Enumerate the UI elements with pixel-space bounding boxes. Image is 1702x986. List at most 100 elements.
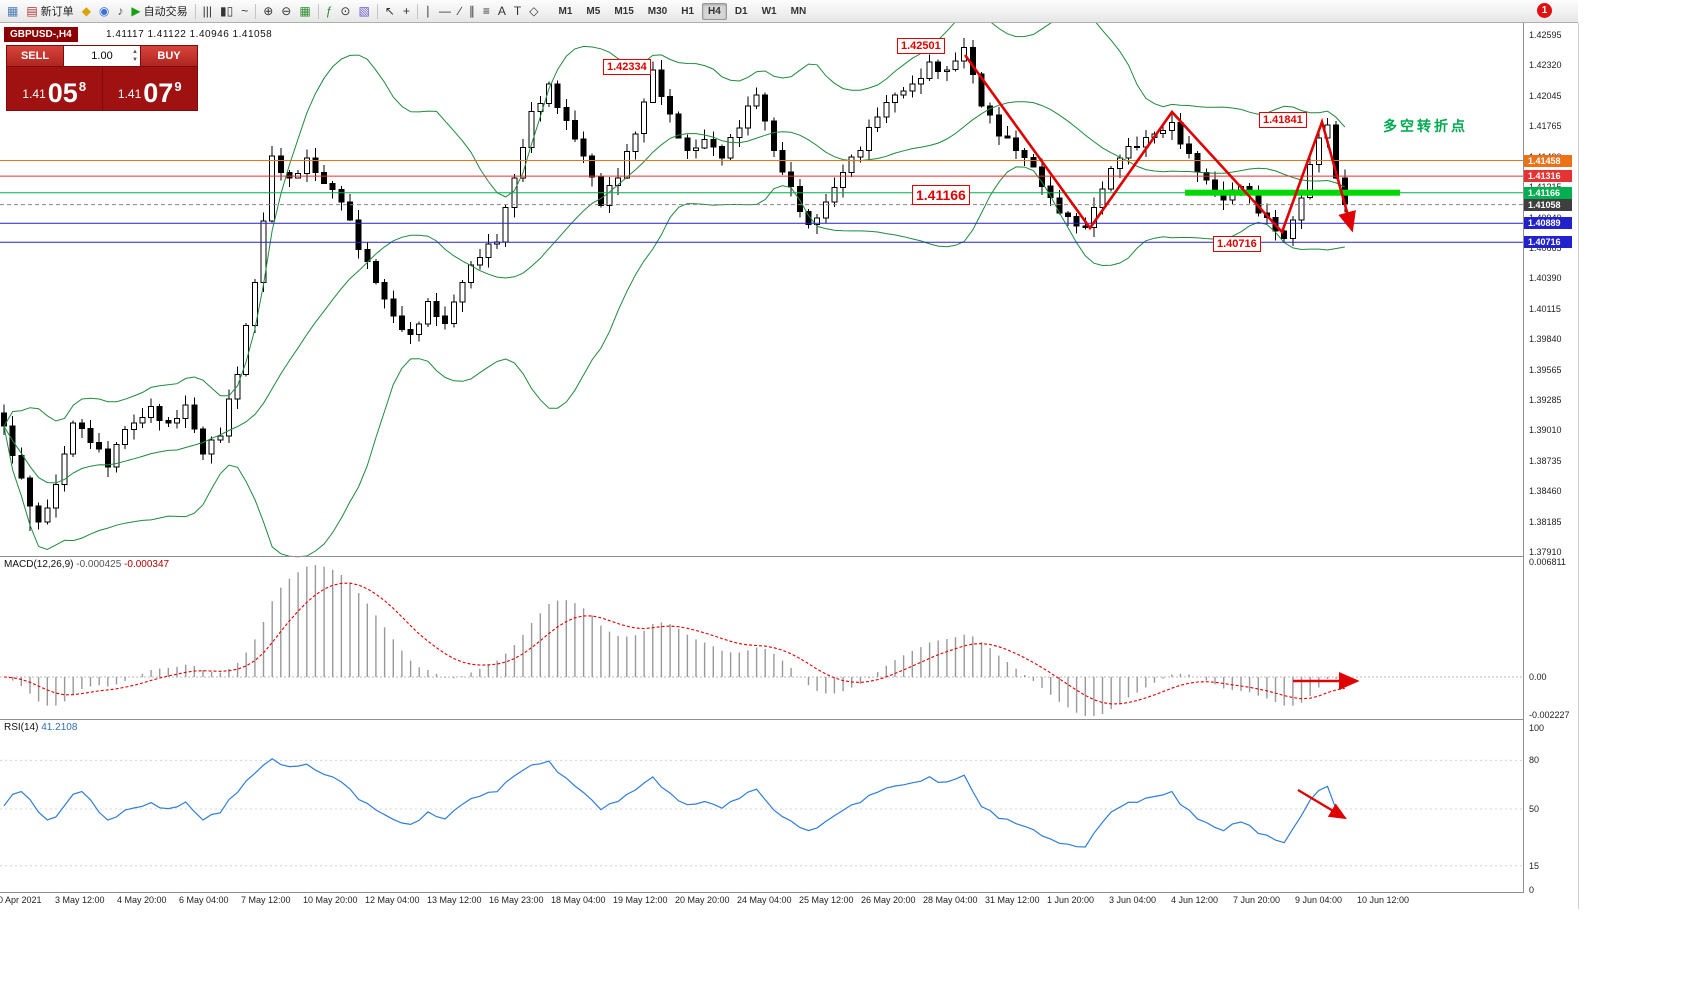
time-axis[interactable]: 30 Apr 2021 3 May 12:00 4 May 20:00 6 May 0… — [0, 893, 1578, 909]
macd-signal-line — [3, 582, 1345, 705]
timeframe-m1-button[interactable]: M1 — [558, 5, 573, 17]
price-annotation-1.42334[interactable]: 1.42334 — [603, 59, 651, 75]
toolbar-separator — [317, 3, 319, 19]
time-label: 18 May 04:00 — [551, 895, 606, 905]
price-axis[interactable]: 1.425951.423201.420451.417651.414901.412… — [1524, 23, 1578, 908]
candle-bodies — [1, 47, 1348, 523]
chart-candles-button[interactable]: ▮▯ — [216, 2, 237, 21]
notification-badge[interactable]: 1 — [1537, 3, 1552, 18]
alerts-icon: ♪ — [117, 4, 124, 18]
price-annotation-1.41166[interactable]: 1.41166 — [912, 185, 970, 205]
macd-value-main: -0.000425 — [76, 559, 122, 570]
timeframe-mn-button[interactable]: MN — [790, 5, 807, 17]
price-tick-label: 1.37910 — [1529, 547, 1562, 557]
new-order-button[interactable]: ▤ 新订单 — [22, 2, 77, 21]
bull-bear-turning-point-note[interactable]: 多空转折点 — [1383, 118, 1468, 134]
chart-line-button[interactable]: ~ — [237, 2, 252, 21]
autotrading-button[interactable]: ▶ 自动交易 — [127, 2, 191, 21]
time-label: 7 Jun 20:00 — [1233, 895, 1281, 905]
timeframe-h1-button[interactable]: H1 — [681, 5, 695, 17]
tile-windows-button[interactable]: ▦ — [295, 2, 314, 21]
timeframe-m15-button[interactable]: M15 — [614, 5, 634, 17]
time-label: 6 May 04:00 — [179, 895, 229, 905]
time-label: 26 May 20:00 — [861, 895, 916, 905]
chart-bars-button[interactable]: ||| — [199, 2, 216, 21]
arrows-button[interactable]: ◇ — [525, 2, 542, 21]
timeframe-w1-button[interactable]: W1 — [761, 5, 777, 17]
price-tick-label: 1.42045 — [1529, 90, 1562, 101]
bollinger-upper-band — [3, 8, 1346, 427]
sell-price-main: 05 — [47, 78, 78, 109]
arrows-icon: ◇ — [529, 4, 539, 18]
buy-price-display[interactable]: 1.41 07 9 — [102, 67, 197, 110]
price-tick-label: 1.39285 — [1529, 394, 1562, 405]
crosshair-button[interactable]: + — [399, 2, 414, 21]
price-tag-1.41166: 1.41166 — [1524, 186, 1572, 199]
rsi-arrow-annotation[interactable] — [1297, 789, 1347, 820]
indicators-button[interactable]: ƒ — [322, 2, 337, 21]
trendline-button[interactable]: ∕ — [455, 2, 465, 21]
buy-button[interactable]: BUY — [141, 46, 197, 66]
time-label: 13 May 12:00 — [427, 895, 482, 905]
trend-zigzag-annotation[interactable] — [963, 54, 1356, 235]
time-label: 7 May 12:00 — [241, 895, 291, 905]
lot-increase-button[interactable]: ▲ — [132, 49, 138, 55]
zoom-out-button[interactable]: ⊖ — [277, 2, 295, 21]
zoom-out-icon: ⊖ — [281, 4, 292, 18]
time-label: 20 May 20:00 — [675, 895, 730, 905]
periods-icon: ⊙ — [340, 4, 351, 18]
timeframe-m30-button[interactable]: M30 — [647, 5, 668, 17]
support-zone-bar[interactable] — [1185, 189, 1400, 196]
zoom-in-button[interactable]: ⊕ — [259, 2, 277, 21]
sell-button[interactable]: SELL — [7, 46, 63, 66]
vertical-line-button[interactable]: ∣ — [421, 2, 435, 21]
cursor-button[interactable]: ↖ — [381, 2, 399, 21]
price-tick-label: 1.39010 — [1529, 425, 1562, 436]
price-tick-label: 1.41765 — [1529, 121, 1562, 132]
text-label-button[interactable]: T — [510, 2, 525, 21]
bollinger-lower-band — [3, 166, 1345, 558]
rsi-label: RSI(14) 41.2108 — [4, 722, 77, 733]
toolbar-separator — [376, 3, 378, 19]
lot-decrease-button[interactable]: ▼ — [132, 57, 138, 63]
toolbar-separator — [194, 3, 196, 19]
autotrading-label: 自动交易 — [143, 6, 188, 18]
text-button[interactable]: A — [494, 2, 510, 21]
symbol-chip: GBPUSD-,H4 — [4, 27, 78, 42]
macd-name: MACD(12,26,9) — [4, 559, 74, 570]
templates-button[interactable]: ▧ — [354, 2, 373, 21]
buy-price-main: 07 — [143, 78, 174, 109]
rsi-value: 41.2108 — [41, 722, 78, 733]
price-annotation-1.42501[interactable]: 1.42501 — [897, 38, 945, 54]
time-label: 31 May 12:00 — [985, 895, 1040, 905]
macd-value-signal: -0.000347 — [124, 559, 170, 570]
text-icon: A — [497, 4, 506, 18]
price-tag-1.41316: 1.41316 — [1524, 170, 1572, 183]
profiles-button[interactable]: ◆ — [78, 2, 95, 21]
lot-size-field[interactable]: 1.00 ▲ ▼ — [64, 46, 140, 66]
time-label: 9 Jun 04:00 — [1295, 895, 1343, 905]
alerts-button[interactable]: ♪ — [113, 2, 127, 21]
time-label: 3 Jun 04:00 — [1109, 895, 1157, 905]
price-annotation-1.41841[interactable]: 1.41841 — [1259, 112, 1307, 128]
timeframe-h4-button[interactable]: H4 — [702, 2, 727, 20]
macd-scale-label: 0.006811 — [1529, 557, 1566, 567]
price-annotation-1.40716[interactable]: 1.40716 — [1213, 236, 1261, 252]
sell-price-display[interactable]: 1.41 05 8 — [7, 67, 102, 110]
timeframe-m5-button[interactable]: M5 — [586, 5, 601, 17]
periods-button[interactable]: ⊙ — [336, 2, 354, 21]
fibonacci-button[interactable]: ≡ — [479, 2, 494, 21]
timeframe-toolbar: M1 M5 M15 M30 H1 H4 D1 W1 MN — [553, 2, 813, 20]
toolbar-separator — [255, 3, 257, 19]
equidistant-channel-icon: ∥ — [468, 4, 475, 18]
time-label: 16 May 23:00 — [489, 895, 544, 905]
new-chart-button[interactable]: ▦ — [3, 2, 22, 21]
chart-candles-icon: ▮▯ — [220, 4, 234, 18]
horizontal-line-button[interactable]: — — [435, 2, 455, 21]
timeframe-d1-button[interactable]: D1 — [734, 5, 748, 17]
equidistant-channel-button[interactable]: ∥ — [465, 2, 479, 21]
macd-scale-label: -0.002227 — [1529, 709, 1570, 720]
market-watch-button[interactable]: ◉ — [95, 2, 113, 21]
time-label: 30 Apr 2021 — [0, 895, 42, 905]
